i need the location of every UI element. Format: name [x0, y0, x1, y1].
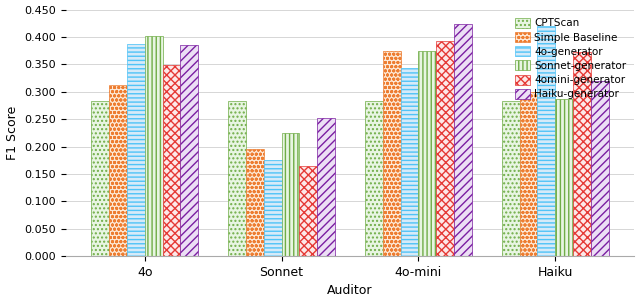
Bar — [436, 41, 454, 256]
Bar — [92, 101, 109, 256]
Bar — [180, 45, 198, 256]
Bar — [282, 133, 300, 256]
Bar — [317, 118, 335, 256]
Bar — [591, 81, 609, 256]
Bar — [419, 51, 436, 256]
Bar — [365, 101, 383, 256]
Bar — [401, 68, 419, 256]
Bar — [300, 166, 317, 256]
Bar — [109, 85, 127, 256]
Y-axis label: F1 Score: F1 Score — [6, 106, 19, 160]
Bar — [502, 101, 520, 256]
Bar — [454, 24, 472, 256]
Bar — [383, 51, 401, 256]
Bar — [264, 160, 282, 256]
Bar — [520, 92, 538, 256]
Bar — [145, 36, 163, 256]
Legend: CPTScan, Simple Baseline, 4o-generator, Sonnet-generator, 4omini-generator, Haik: CPTScan, Simple Baseline, 4o-generator, … — [512, 15, 629, 102]
Bar — [246, 149, 264, 256]
Bar — [538, 26, 556, 256]
Bar — [127, 44, 145, 256]
Bar — [228, 101, 246, 256]
Bar — [163, 65, 180, 256]
Bar — [556, 99, 573, 256]
Bar — [573, 52, 591, 256]
X-axis label: Auditor: Auditor — [327, 285, 372, 298]
